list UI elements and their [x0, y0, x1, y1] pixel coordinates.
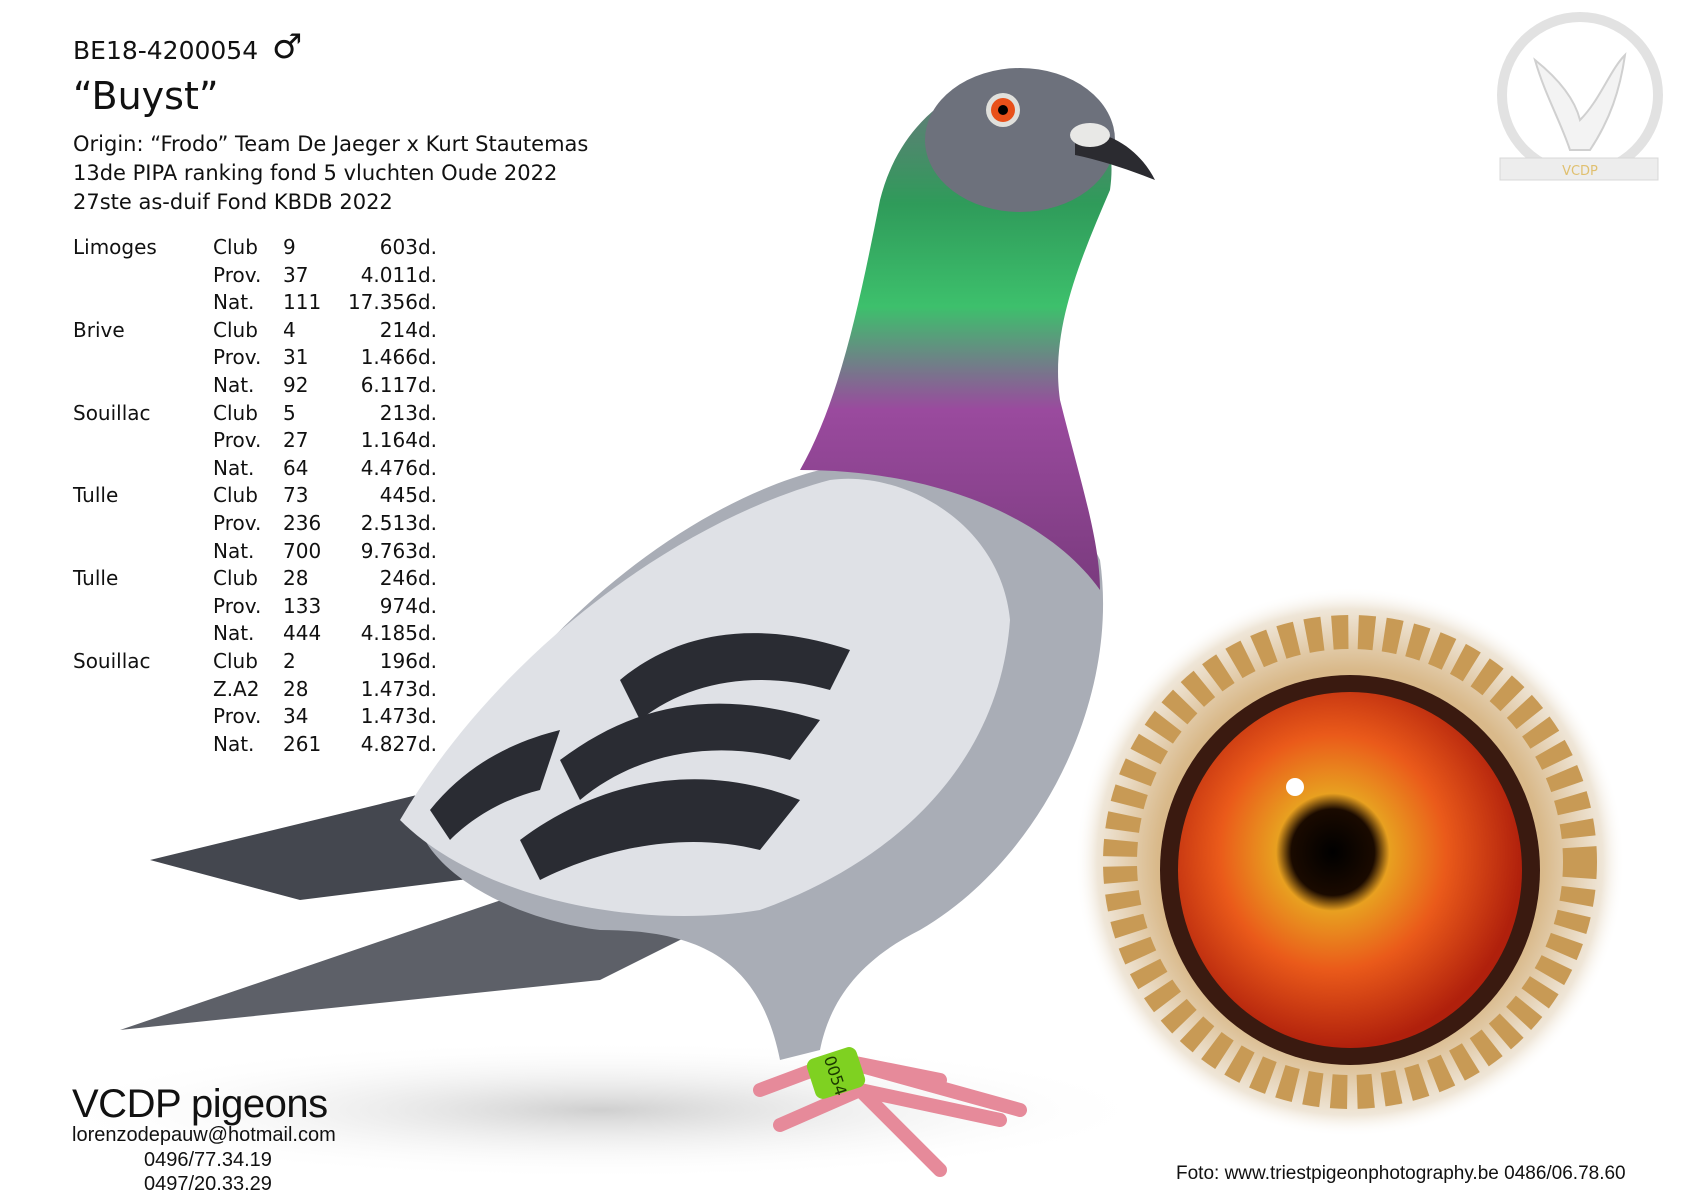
pigeon-name: “Buyst”	[73, 74, 219, 118]
result-rank: 2	[283, 648, 296, 673]
race-name: Souillac	[73, 648, 151, 673]
result-level: Club	[213, 648, 258, 673]
result-rank: 9	[283, 235, 296, 259]
race-name: Brive	[73, 317, 125, 342]
result-level: Nat.	[213, 455, 255, 480]
contact-email: lorenzodepauw@hotmail.com	[72, 1124, 336, 1146]
result-entries: 17.356d.	[347, 290, 437, 315]
result-entries: 196d.	[379, 648, 437, 673]
result-level: Club	[213, 483, 258, 508]
result-entries: 603d.	[379, 235, 437, 259]
pigeon-wing	[400, 478, 1010, 916]
result-entries: 1.473d.	[360, 704, 437, 729]
result-entries: 4.185d.	[360, 621, 437, 646]
result-rank: 73	[283, 483, 309, 508]
result-rank: 111	[283, 290, 322, 315]
result-rank: 444	[283, 621, 322, 646]
result-entries: 4.476d.	[360, 455, 437, 480]
result-entries: 1.164d.	[360, 428, 437, 453]
ring-number: BE18-4200054	[73, 36, 259, 65]
result-level: Nat.	[213, 372, 255, 397]
achievement-line: 27ste as-duif Fond KBDB 2022	[73, 190, 393, 214]
result-level: Prov.	[213, 510, 262, 535]
achievement-line: 13de PIPA ranking fond 5 vluchten Oude 2…	[73, 161, 558, 185]
result-entries: 6.117d.	[360, 372, 437, 397]
result-level: Nat.	[213, 731, 255, 756]
contact-phone: 0496/77.34.19	[144, 1149, 272, 1171]
result-rank: 5	[283, 400, 296, 425]
result-level: Club	[213, 235, 258, 259]
race-name: Limoges	[73, 235, 157, 259]
result-entries: 1.466d.	[360, 345, 437, 370]
result-rank: 236	[283, 510, 322, 535]
result-entries: 4.011d.	[360, 262, 437, 287]
brand-name: VCDP pigeons	[72, 1082, 328, 1126]
male-symbol-icon: ♂	[272, 27, 303, 67]
result-entries: 2.513d.	[360, 510, 437, 535]
result-rank: 34	[283, 704, 309, 729]
result-level: Club	[213, 566, 258, 591]
origin-line: Origin: “Frodo” Team De Jaeger x Kurt St…	[73, 132, 589, 156]
result-rank: 31	[283, 345, 309, 370]
result-entries: 246d.	[379, 566, 437, 591]
race-name: Tulle	[73, 483, 119, 508]
result-level: Nat.	[213, 290, 255, 315]
result-entries: 974d.	[379, 593, 437, 618]
result-level: Prov.	[213, 593, 262, 618]
leg-ring	[806, 1047, 866, 1099]
photo-credit: Foto: www.triestpigeonphotography.be 048…	[1176, 1163, 1626, 1184]
result-level: Nat.	[213, 621, 255, 646]
result-level: Club	[213, 400, 258, 425]
contact-phone: 0497/20.33.29	[144, 1173, 272, 1195]
result-level: Z.A2	[213, 676, 260, 701]
result-rank: 261	[283, 731, 322, 756]
race-name: Souillac	[73, 400, 151, 425]
result-rank: 64	[283, 455, 309, 480]
result-rank: 92	[283, 372, 309, 397]
result-level: Prov.	[213, 428, 262, 453]
result-rank: 133	[283, 593, 322, 618]
result-level: Prov.	[213, 704, 262, 729]
result-entries: 9.763d.	[360, 538, 437, 563]
result-rank: 4	[283, 317, 296, 342]
pigeon-head	[925, 68, 1115, 212]
result-level: Club	[213, 317, 258, 342]
result-rank: 28	[283, 676, 309, 701]
race-name: Tulle	[73, 566, 119, 591]
result-entries: 4.827d.	[360, 731, 437, 756]
vcdp-logo: VCDP	[1497, 12, 1663, 181]
result-rank: 37	[283, 262, 309, 287]
result-level: Nat.	[213, 538, 255, 563]
result-rank: 27	[283, 428, 309, 453]
result-rank: 28	[283, 566, 309, 591]
result-level: Prov.	[213, 345, 262, 370]
result-entries: 445d.	[379, 483, 437, 508]
result-entries: 1.473d.	[360, 676, 437, 701]
result-rank: 700	[283, 538, 322, 563]
wing-checks	[430, 633, 850, 880]
result-level: Prov.	[213, 262, 262, 287]
eye-closeup	[1075, 587, 1625, 1137]
result-entries: 214d.	[379, 317, 437, 342]
logo-text: VCDP	[1562, 164, 1598, 179]
result-entries: 213d.	[379, 400, 437, 425]
